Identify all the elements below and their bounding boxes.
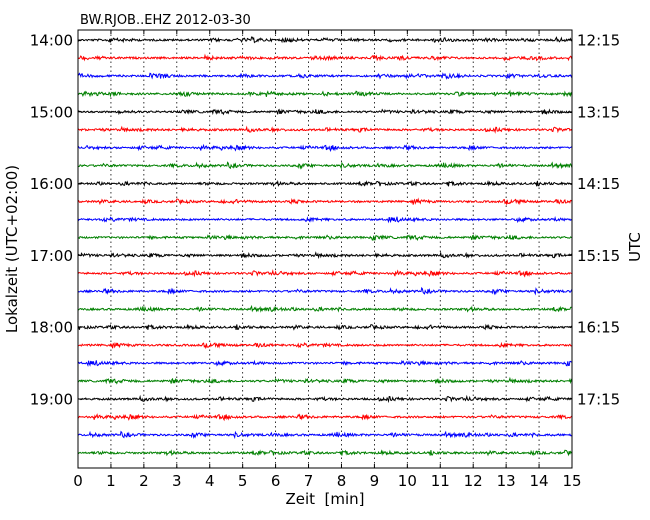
right-tick-label: 12:15 <box>577 32 620 50</box>
trace-line <box>77 53 573 62</box>
trace-line <box>77 215 573 224</box>
trace-line <box>77 376 573 385</box>
x-tick-label: 12 <box>464 472 483 490</box>
trace-line <box>77 72 573 80</box>
trace-line <box>77 359 573 367</box>
trace-line <box>77 394 573 404</box>
x-tick-label: 9 <box>370 472 380 490</box>
trace-line <box>77 286 573 296</box>
trace-line <box>77 323 573 331</box>
x-tick-label: 2 <box>139 472 149 490</box>
x-tick-label: 8 <box>337 472 347 490</box>
right-tick-label: 17:15 <box>577 391 620 409</box>
trace-line <box>77 269 573 278</box>
trace-line <box>77 341 573 350</box>
trace-line <box>77 161 573 170</box>
x-tick-label: 13 <box>497 472 516 490</box>
plot-frame <box>77 29 573 469</box>
left-axis-label: Lokalzeit (UTC+02:00) <box>3 165 21 333</box>
trace-line <box>77 197 573 206</box>
x-tick-label: 10 <box>398 472 417 490</box>
x-tick-label: 5 <box>238 472 248 490</box>
right-tick-label: 14:15 <box>577 175 620 193</box>
x-tick-label: 15 <box>562 472 581 490</box>
trace-line <box>77 89 573 98</box>
x-tick-label: 3 <box>172 472 182 490</box>
right-tick-label: 16:15 <box>577 319 620 337</box>
x-tick-label: 7 <box>304 472 314 490</box>
left-tick-label: 14:00 <box>30 32 73 50</box>
trace-line <box>77 108 573 116</box>
trace-line <box>77 125 573 134</box>
trace-line <box>77 413 573 422</box>
left-tick-label: 18:00 <box>30 319 73 337</box>
trace-line <box>77 449 573 457</box>
trace-line <box>77 430 573 440</box>
x-axis-label: Zeit [min] <box>285 490 364 508</box>
trace-line <box>77 36 573 44</box>
right-tick-label: 15:15 <box>577 247 620 265</box>
trace-line <box>77 251 573 260</box>
x-tick-label: 6 <box>271 472 281 490</box>
x-tick-label: 1 <box>106 472 116 490</box>
left-axis-ticks: 14:00 15:00 16:00 17:00 18:00 19:00 <box>30 32 82 409</box>
right-axis-ticks: 12:15 13:15 14:15 15:15 16:15 17:15 <box>568 32 620 409</box>
trace-line <box>77 179 573 188</box>
right-tick-label: 13:15 <box>577 103 620 121</box>
left-tick-label: 16:00 <box>30 175 73 193</box>
trace-line <box>77 234 573 241</box>
x-tick-label: 11 <box>431 472 450 490</box>
chart-title: BW.RJOB..EHZ 2012-03-30 <box>80 13 251 28</box>
x-tick-label: 0 <box>73 472 83 490</box>
x-axis-ticks: 0 1 2 3 4 5 6 7 8 9 10 11 12 13 14 15 <box>73 30 582 490</box>
left-tick-label: 17:00 <box>30 247 73 265</box>
trace-line <box>77 304 573 313</box>
vertical-gridlines <box>110 30 540 468</box>
x-tick-label: 14 <box>530 472 549 490</box>
seismogram-traces <box>77 36 573 457</box>
left-tick-label: 19:00 <box>30 391 73 409</box>
right-axis-label: UTC <box>626 232 644 262</box>
trace-line <box>77 143 573 152</box>
x-tick-label: 4 <box>205 472 215 490</box>
left-tick-label: 15:00 <box>30 103 73 121</box>
